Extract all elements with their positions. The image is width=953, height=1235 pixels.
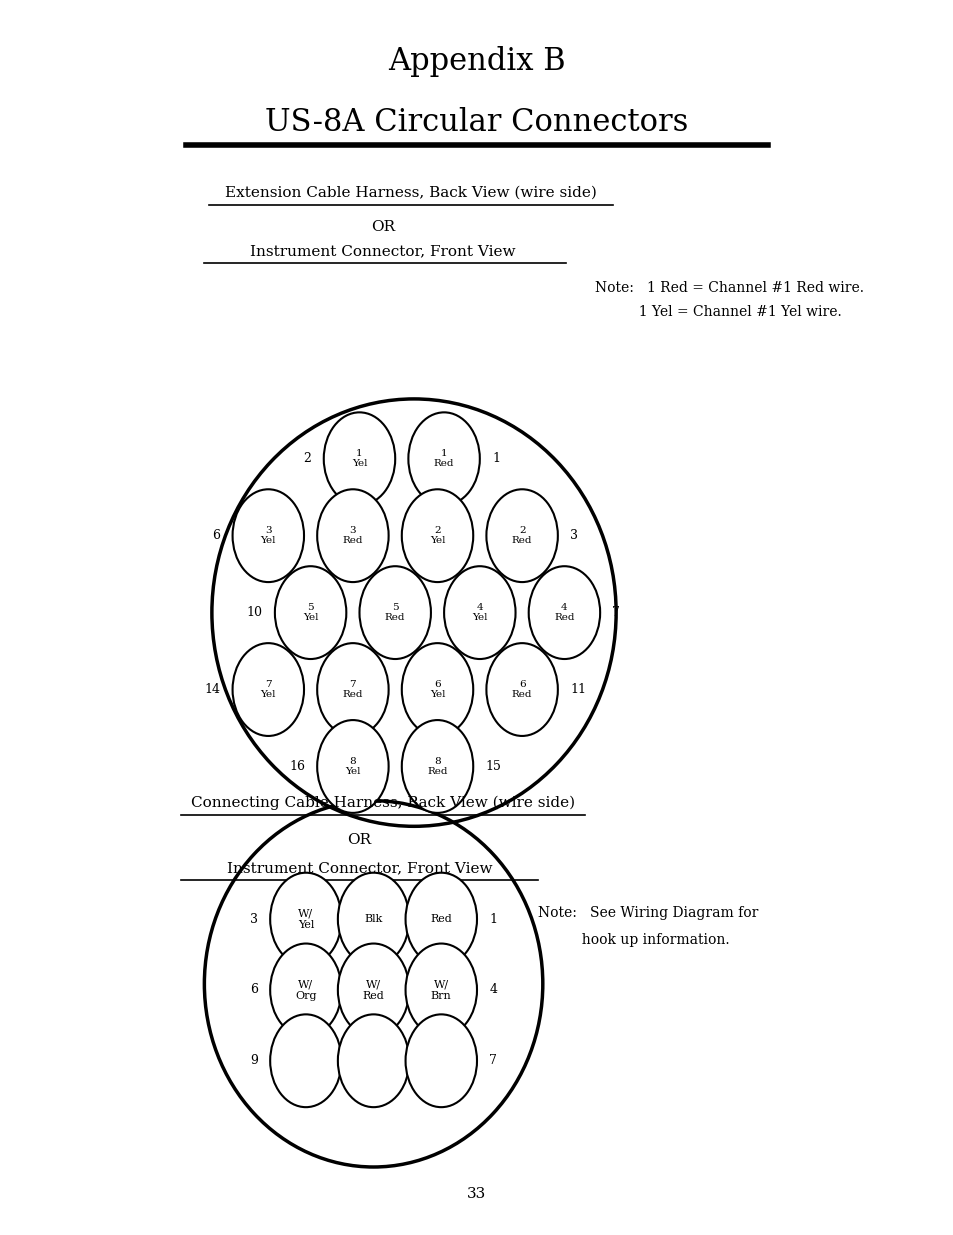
Text: 2: 2 xyxy=(303,452,312,466)
Text: 2
Red: 2 Red xyxy=(512,526,532,546)
Text: Extension Cable Harness, Back View (wire side): Extension Cable Harness, Back View (wire… xyxy=(225,185,597,200)
Text: OR: OR xyxy=(347,832,371,847)
Ellipse shape xyxy=(316,720,388,813)
Text: 7: 7 xyxy=(612,606,619,619)
Text: 4: 4 xyxy=(489,983,497,997)
Text: 14: 14 xyxy=(204,683,220,697)
Text: 10: 10 xyxy=(247,606,262,619)
Text: OR: OR xyxy=(371,220,395,233)
Text: 1: 1 xyxy=(492,452,499,466)
Text: 6
Red: 6 Red xyxy=(512,679,532,699)
Text: 6
Yel: 6 Yel xyxy=(429,679,445,699)
Text: 3
Red: 3 Red xyxy=(342,526,363,546)
Ellipse shape xyxy=(337,944,409,1036)
Text: hook up information.: hook up information. xyxy=(537,932,729,947)
Ellipse shape xyxy=(401,643,473,736)
Ellipse shape xyxy=(401,720,473,813)
Text: 6: 6 xyxy=(250,983,257,997)
Text: 8
Yel: 8 Yel xyxy=(345,757,360,776)
Text: US-8A Circular Connectors: US-8A Circular Connectors xyxy=(265,107,688,138)
Ellipse shape xyxy=(405,1014,476,1107)
Text: W/
Red: W/ Red xyxy=(362,979,384,1000)
Ellipse shape xyxy=(337,873,409,966)
Ellipse shape xyxy=(405,944,476,1036)
Text: 3: 3 xyxy=(250,913,257,925)
Ellipse shape xyxy=(270,1014,341,1107)
Ellipse shape xyxy=(486,489,558,582)
Ellipse shape xyxy=(233,489,304,582)
Ellipse shape xyxy=(337,1014,409,1107)
Text: Instrument Connector, Front View: Instrument Connector, Front View xyxy=(250,245,516,258)
Ellipse shape xyxy=(405,873,476,966)
Text: 8
Red: 8 Red xyxy=(427,757,447,776)
Text: 5
Red: 5 Red xyxy=(385,603,405,622)
Text: 4
Yel: 4 Yel xyxy=(472,603,487,622)
Ellipse shape xyxy=(444,566,515,659)
Text: 7
Red: 7 Red xyxy=(342,679,363,699)
Text: Blk: Blk xyxy=(364,914,382,924)
Ellipse shape xyxy=(270,944,341,1036)
Text: Appendix B: Appendix B xyxy=(388,47,565,78)
Text: 1 Yel = Channel #1 Yel wire.: 1 Yel = Channel #1 Yel wire. xyxy=(594,305,841,319)
Text: 9: 9 xyxy=(250,1055,257,1067)
Text: 2
Yel: 2 Yel xyxy=(429,526,445,546)
Ellipse shape xyxy=(316,489,388,582)
Ellipse shape xyxy=(359,566,431,659)
Ellipse shape xyxy=(233,643,304,736)
Text: 3: 3 xyxy=(570,529,578,542)
Text: 4
Red: 4 Red xyxy=(554,603,574,622)
Text: W/
Yel: W/ Yel xyxy=(297,908,314,930)
Text: 7: 7 xyxy=(489,1055,497,1067)
Text: Note:   See Wiring Diagram for: Note: See Wiring Diagram for xyxy=(537,906,758,920)
Ellipse shape xyxy=(408,412,479,505)
Text: Connecting Cable Harness, Back View (wire side): Connecting Cable Harness, Back View (wir… xyxy=(191,795,575,810)
Text: 11: 11 xyxy=(570,683,585,697)
Text: 16: 16 xyxy=(289,760,305,773)
Text: 1
Yel: 1 Yel xyxy=(352,450,367,468)
Text: 1: 1 xyxy=(489,913,497,925)
Text: 33: 33 xyxy=(467,1187,486,1200)
Text: Instrument Connector, Front View: Instrument Connector, Front View xyxy=(227,861,492,874)
Text: 1
Red: 1 Red xyxy=(434,450,454,468)
Ellipse shape xyxy=(401,489,473,582)
Text: 15: 15 xyxy=(485,760,501,773)
Text: 5
Yel: 5 Yel xyxy=(302,603,318,622)
Text: 7
Yel: 7 Yel xyxy=(260,679,275,699)
Ellipse shape xyxy=(270,873,341,966)
Text: 3
Yel: 3 Yel xyxy=(260,526,275,546)
Text: W/
Org: W/ Org xyxy=(294,979,316,1000)
Ellipse shape xyxy=(528,566,599,659)
Text: Red: Red xyxy=(430,914,452,924)
Ellipse shape xyxy=(316,643,388,736)
Ellipse shape xyxy=(486,643,558,736)
Text: Note:   1 Red = Channel #1 Red wire.: Note: 1 Red = Channel #1 Red wire. xyxy=(594,280,862,295)
Text: 6: 6 xyxy=(213,529,220,542)
Ellipse shape xyxy=(274,566,346,659)
Ellipse shape xyxy=(323,412,395,505)
Text: W/
Brn: W/ Brn xyxy=(431,979,451,1000)
